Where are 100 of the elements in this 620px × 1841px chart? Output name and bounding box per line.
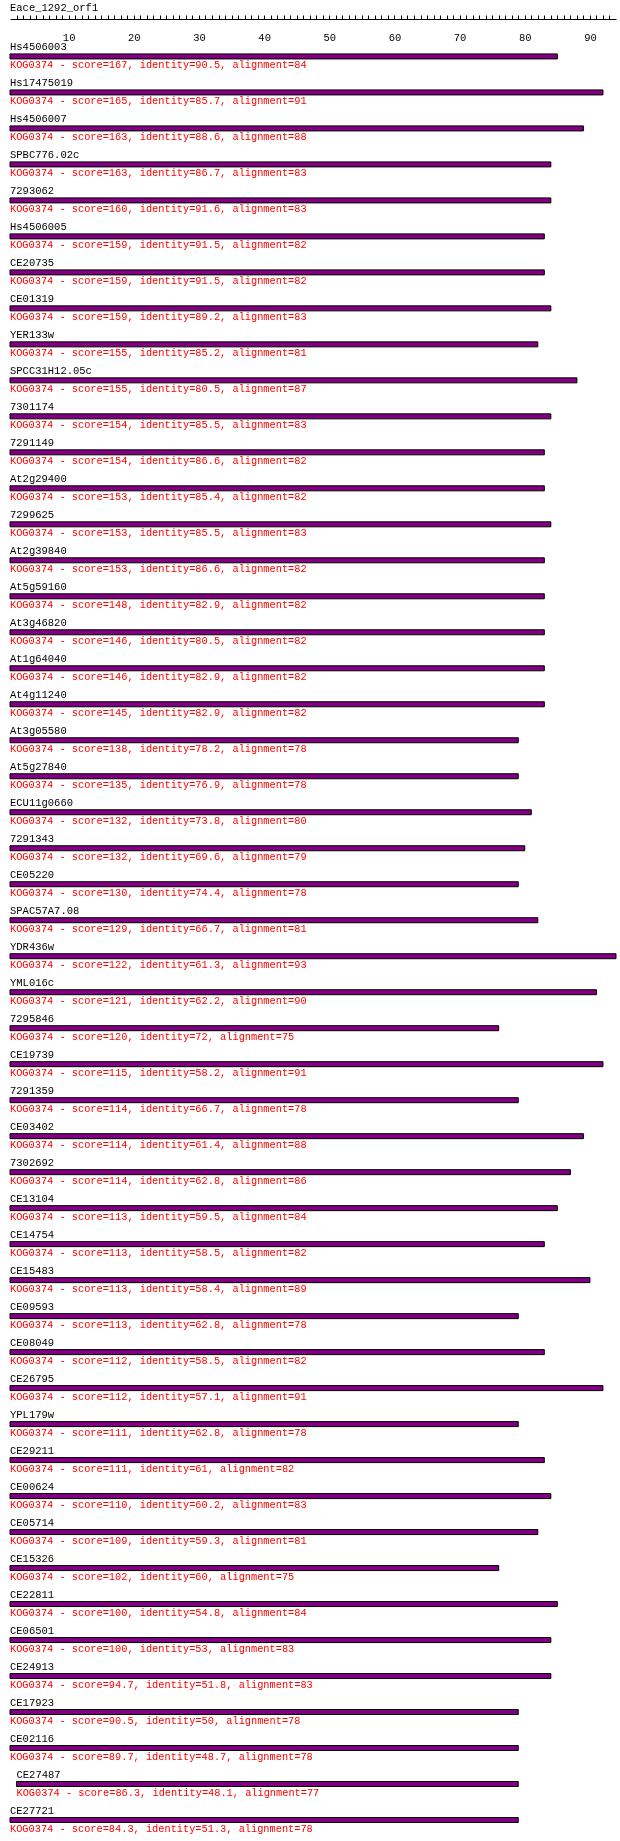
data-label: KOG0374 - score=112, identity=58.5, alignment=82 [10, 1355, 307, 1368]
data-label: KOG0374 - score=89.7, identity=48.7, alignment=78 [10, 1751, 313, 1764]
bar [9, 449, 545, 456]
data-label: KOG0374 - score=129, identity=66.7, alignment=81 [10, 923, 307, 936]
bar [9, 413, 552, 420]
bar [9, 1745, 519, 1752]
y-tick-label: CE05714 [10, 1517, 55, 1530]
y-tick-label: CE24913 [10, 1661, 55, 1674]
bar [9, 701, 545, 708]
bar [9, 1169, 571, 1176]
bar [9, 1421, 519, 1428]
y-tick-label: At3g05580 [10, 725, 67, 738]
bar [9, 629, 545, 636]
bar [9, 1205, 558, 1212]
y-tick-label: 7293062 [10, 185, 55, 198]
data-label: KOG0374 - score=111, identity=62.8, alignment=78 [10, 1427, 307, 1440]
bar [9, 341, 539, 348]
y-tick-label: CE27487 [16, 1769, 61, 1782]
y-tick-label: CE15483 [10, 1265, 55, 1278]
y-tick-label: 7291359 [10, 1085, 55, 1098]
data-label: KOG0374 - score=113, identity=59.5, alignment=84 [10, 1211, 307, 1224]
y-tick-label: CE03402 [10, 1121, 55, 1134]
data-label: KOG0374 - score=120, identity=72, alignment=75 [10, 1031, 295, 1044]
bar [9, 161, 552, 168]
data-label: KOG0374 - score=165, identity=85.7, alignment=91 [10, 95, 307, 108]
data-label: KOG0374 - score=154, identity=85.5, alignment=83 [10, 419, 307, 432]
bar [9, 557, 545, 564]
data-label: KOG0374 - score=160, identity=91.6, alignment=83 [10, 203, 307, 216]
bar [9, 1133, 584, 1140]
bar [9, 1313, 519, 1320]
data-label: KOG0374 - score=159, identity=89.2, alignment=83 [10, 311, 307, 324]
data-label: KOG0374 - score=159, identity=91.5, alignment=82 [10, 239, 307, 252]
data-label: KOG0374 - score=155, identity=80.5, alignment=87 [10, 383, 307, 396]
y-tick-label: SPCC31H12.05c [10, 365, 92, 378]
data-label: KOG0374 - score=94.7, identity=51.8, alignment=83 [10, 1679, 313, 1692]
bar [9, 485, 545, 492]
x-tick-label: 40 [258, 31, 271, 44]
y-tick-label: CE17923 [10, 1697, 55, 1710]
data-label: KOG0374 - score=153, identity=85.4, alignment=82 [10, 491, 307, 504]
data-label: KOG0374 - score=115, identity=58.2, alignment=91 [10, 1067, 307, 1080]
bar [9, 773, 519, 780]
bar [9, 1493, 552, 1500]
bar [9, 89, 604, 96]
x-tick-label: 70 [453, 31, 467, 44]
y-tick-label: CE19739 [10, 1049, 55, 1062]
bar [9, 233, 545, 240]
x-tick-label: 20 [128, 31, 141, 44]
bar [9, 917, 539, 924]
y-tick-label: ECU11g0660 [10, 797, 74, 810]
x-tick-label: 10 [62, 31, 76, 44]
data-label: KOG0374 - score=109, identity=59.3, alignment=81 [10, 1535, 307, 1548]
bar [9, 1601, 558, 1608]
data-label: KOG0374 - score=114, identity=61.4, alignment=88 [10, 1139, 307, 1152]
bar [9, 125, 584, 132]
y-tick-label: Hs4506003 [10, 41, 67, 54]
data-label: KOG0374 - score=111, identity=61, alignment=82 [10, 1463, 295, 1476]
data-label: KOG0374 - score=159, identity=91.5, alignment=82 [10, 275, 307, 288]
data-label: KOG0374 - score=163, identity=86.7, alignment=83 [10, 167, 307, 180]
y-tick-label: YML016c [10, 977, 55, 990]
bar [9, 989, 597, 996]
data-label: KOG0374 - score=153, identity=86.6, alignment=82 [10, 563, 307, 576]
data-label: KOG0374 - score=84.3, identity=51.3, alignment=78 [10, 1823, 313, 1835]
bar [9, 953, 617, 960]
x-tick-label: 60 [388, 31, 402, 44]
y-tick-label: CE29211 [10, 1445, 55, 1458]
y-tick-label: CE15326 [10, 1553, 55, 1566]
data-label: KOG0374 - score=146, identity=80.5, alignment=82 [10, 635, 307, 648]
data-label: KOG0374 - score=113, identity=62.8, alignment=78 [10, 1319, 307, 1332]
y-tick-label: Hs4506007 [10, 113, 67, 126]
y-tick-label: CE26795 [10, 1373, 55, 1386]
y-tick-label: SPAC57A7.08 [10, 905, 80, 918]
y-tick-label: CE00624 [10, 1481, 55, 1494]
data-label: KOG0374 - score=100, identity=54.8, alignment=84 [10, 1607, 307, 1620]
bar [9, 593, 545, 600]
data-label: KOG0374 - score=135, identity=76.9, alignment=78 [10, 779, 307, 792]
bar [9, 1061, 604, 1068]
y-tick-label: At2g29400 [10, 473, 67, 486]
y-tick-label: CE22811 [10, 1589, 55, 1602]
y-tick-label: At4g11240 [10, 689, 67, 702]
y-tick-label: 7291343 [10, 833, 55, 846]
data-label: KOG0374 - score=146, identity=82.9, alignment=82 [10, 671, 307, 684]
bar [9, 1565, 500, 1572]
data-label: KOG0374 - score=148, identity=82.9, alignment=82 [10, 599, 307, 612]
y-tick-label: At5g59160 [10, 581, 67, 594]
y-tick-label: YPL179w [10, 1409, 55, 1422]
y-tick-label: 7301174 [10, 401, 55, 414]
bar [9, 1385, 604, 1392]
bar [9, 1277, 591, 1284]
bar [9, 1637, 552, 1644]
x-tick-label: 30 [193, 31, 206, 44]
y-tick-label: CE09593 [10, 1301, 55, 1314]
data-label: KOG0374 - score=138, identity=78.2, alignment=78 [10, 743, 307, 756]
data-label: KOG0374 - score=114, identity=62.8, alignment=86 [10, 1175, 307, 1188]
bar [9, 845, 526, 852]
y-tick-label: YER133w [10, 329, 55, 342]
y-tick-label: 7291149 [10, 437, 55, 450]
y-tick-label: CE02116 [10, 1733, 55, 1746]
y-tick-label: CE06501 [10, 1625, 55, 1638]
y-tick-label: At2g39840 [10, 545, 67, 558]
bar [9, 1673, 552, 1680]
